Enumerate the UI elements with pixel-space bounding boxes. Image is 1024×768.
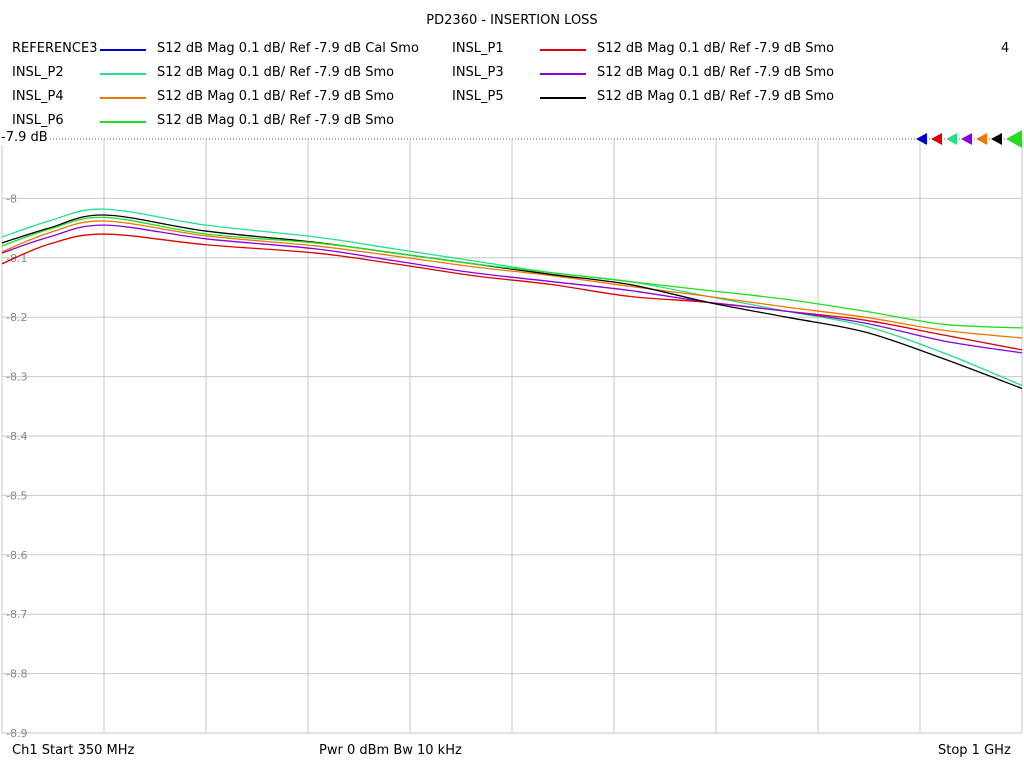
y-tick-label: -8.5: [6, 489, 27, 502]
footer-start-frequency: Ch1 Start 350 MHz: [12, 743, 135, 758]
y-tick-label: -8.7: [6, 608, 27, 621]
reference-marker-insl-p4: [976, 133, 987, 145]
reference-level-label: -7.9 dB: [1, 130, 50, 145]
y-tick-label: -8.9: [6, 727, 27, 740]
series-line-insl-p1: [1, 233, 1023, 351]
reference-marker-insl-p5: [991, 133, 1002, 145]
reference-marker-insl-p6-active: [1006, 130, 1022, 148]
legend-swatch: [540, 97, 586, 99]
legend-series-name: INSL_P4: [12, 89, 64, 104]
footer-power-bandwidth: Pwr 0 dBm Bw 10 kHz: [319, 743, 462, 758]
legend-entry-insl-p5: INSL_P5 S12 dB Mag 0.1 dB/ Ref -7.9 dB S…: [452, 89, 872, 107]
legend-entry-insl-p3: INSL_P3 S12 dB Mag 0.1 dB/ Ref -7.9 dB S…: [452, 65, 872, 83]
reference-marker-insl-p2: [946, 133, 957, 145]
legend-series-desc: S12 dB Mag 0.1 dB/ Ref -7.9 dB Smo: [597, 41, 835, 56]
legend-swatch: [100, 49, 146, 51]
legend-entry-insl-p4: INSL_P4 S12 dB Mag 0.1 dB/ Ref -7.9 dB S…: [12, 89, 432, 107]
series-line-insl-p6: [1, 216, 1023, 329]
legend-entry-reference3: REFERENCE3 S12 dB Mag 0.1 dB/ Ref -7.9 d…: [12, 41, 432, 59]
legend-swatch: [540, 49, 586, 51]
reference-marker-insl-p3: [961, 133, 972, 145]
legend-entry-insl-p6: INSL_P6 S12 dB Mag 0.1 dB/ Ref -7.9 dB S…: [12, 113, 432, 131]
legend-series-name: INSL_P2: [12, 65, 64, 80]
legend-series-desc: S12 dB Mag 0.1 dB/ Ref -7.9 dB Smo: [157, 113, 395, 128]
legend-series-name: INSL_P1: [452, 41, 504, 56]
y-tick-label: -8.4: [6, 430, 27, 443]
y-tick-label: -8: [6, 192, 17, 205]
series-line-insl-p2: [1, 208, 1023, 387]
legend-swatch: [100, 73, 146, 75]
legend-series-desc: S12 dB Mag 0.1 dB/ Ref -7.9 dB Smo: [157, 89, 395, 104]
legend-series-name: INSL_P5: [452, 89, 504, 104]
reference-marker-reference3: [916, 133, 927, 145]
y-tick-label: -8.8: [6, 668, 27, 681]
legend-series-desc: S12 dB Mag 0.1 dB/ Ref -7.9 dB Smo: [597, 89, 835, 104]
series-line-insl-p3: [1, 224, 1023, 354]
legend-series-name: REFERENCE3: [12, 41, 98, 56]
y-tick-label: -8.2: [6, 311, 27, 324]
legend-series-desc: S12 dB Mag 0.1 dB/ Ref -7.9 dB Cal Smo: [157, 41, 419, 56]
legend-series-desc: S12 dB Mag 0.1 dB/ Ref -7.9 dB Smo: [597, 65, 835, 80]
y-tick-label: -8.6: [6, 549, 27, 562]
series-line-insl-p5: [1, 214, 1023, 390]
reference-marker-insl-p1: [931, 133, 942, 145]
legend-series-name: INSL_P6: [12, 113, 64, 128]
legend-swatch: [540, 73, 586, 75]
series-line-insl-p4: [1, 220, 1023, 339]
legend-entry-insl-p2: INSL_P2 S12 dB Mag 0.1 dB/ Ref -7.9 dB S…: [12, 65, 432, 83]
legend-swatch: [100, 121, 146, 123]
footer-stop-frequency: Stop 1 GHz: [938, 743, 1011, 758]
chart-title: PD2360 - INSERTION LOSS: [426, 13, 598, 28]
legend-entry-insl-p1: INSL_P1 S12 dB Mag 0.1 dB/ Ref -7.9 dB S…: [452, 41, 872, 59]
legend-series-name: INSL_P3: [452, 65, 504, 80]
legend-series-desc: S12 dB Mag 0.1 dB/ Ref -7.9 dB Smo: [157, 65, 395, 80]
legend-swatch: [100, 97, 146, 99]
channel-number: 4: [1001, 41, 1010, 56]
y-tick-label: -8.3: [6, 371, 27, 384]
